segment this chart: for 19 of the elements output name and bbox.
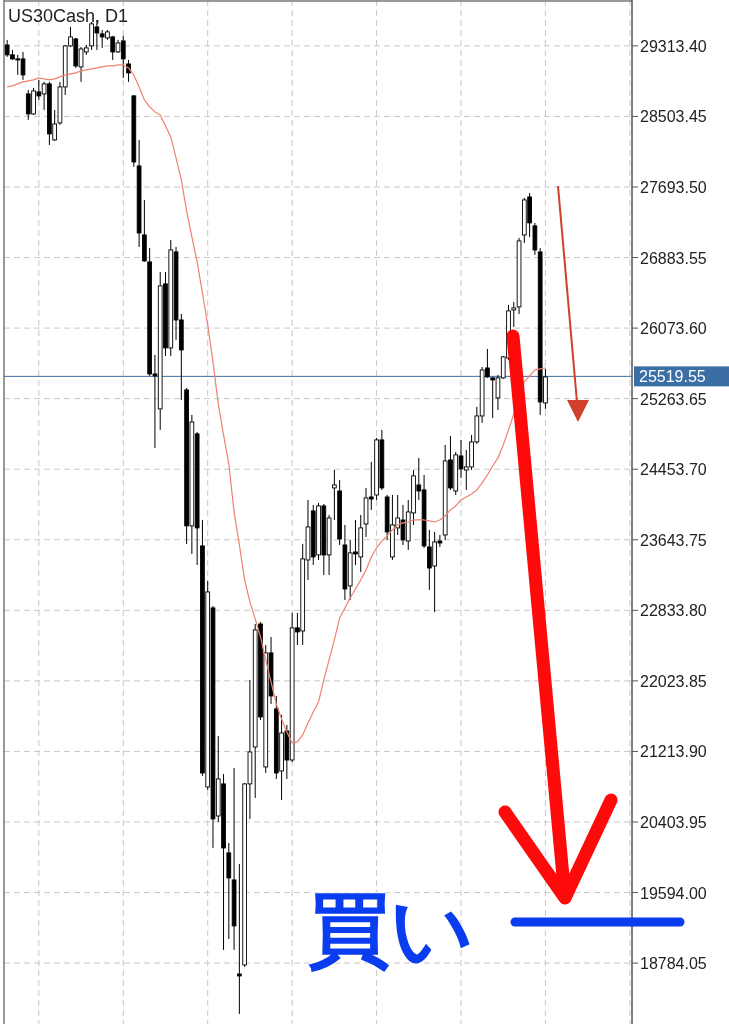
y-tick-label: 27693.50 — [640, 178, 707, 196]
y-tick-label: 26883.55 — [640, 249, 707, 267]
y-tick-label: 19594.00 — [640, 884, 707, 902]
y-tick-label: 29313.40 — [640, 37, 707, 55]
y-tick-label: 23643.75 — [640, 531, 707, 549]
y-tick-label: 28503.45 — [640, 108, 707, 126]
ref-line-label: 25519.55 — [639, 368, 706, 386]
y-tick-label: 26073.60 — [640, 320, 707, 338]
y-tick-label: 22023.85 — [640, 672, 707, 690]
y-tick-label: 21213.90 — [640, 743, 707, 761]
y-tick-label: 24453.70 — [640, 461, 707, 479]
candlestick — [237, 863, 242, 1015]
y-tick-label: 22833.80 — [640, 602, 707, 620]
annotation: 買い — [308, 882, 474, 977]
y-tick-label: 25263.65 — [640, 390, 707, 408]
y-tick-label: 18784.05 — [640, 955, 707, 973]
chart-title: US30Cash, D1 — [8, 6, 129, 26]
y-tick-label: 20403.95 — [640, 813, 707, 831]
candlestick — [332, 469, 337, 521]
